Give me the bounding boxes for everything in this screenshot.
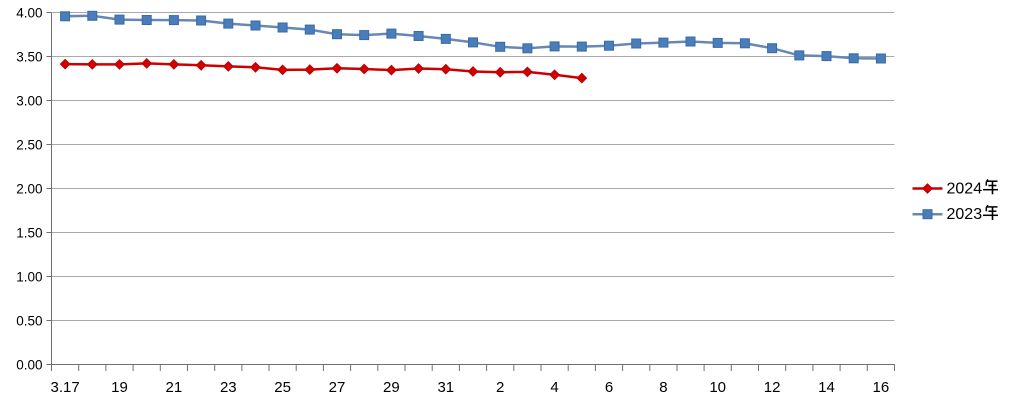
svg-text:12: 12 <box>764 379 781 396</box>
svg-text:19: 19 <box>111 379 128 396</box>
svg-text:14: 14 <box>818 379 835 396</box>
svg-text:3.00: 3.00 <box>16 93 42 108</box>
svg-text:1.50: 1.50 <box>16 225 42 240</box>
svg-text:2.50: 2.50 <box>16 137 42 152</box>
svg-text:3.50: 3.50 <box>16 49 42 64</box>
svg-text:4: 4 <box>550 379 558 396</box>
svg-text:31: 31 <box>437 379 454 396</box>
svg-text:4.00: 4.00 <box>16 5 42 20</box>
svg-text:25: 25 <box>274 379 291 396</box>
svg-text:23: 23 <box>220 379 237 396</box>
svg-text:3.17: 3.17 <box>50 379 79 396</box>
svg-text:8: 8 <box>659 379 667 396</box>
svg-text:29: 29 <box>383 379 400 396</box>
svg-text:21: 21 <box>166 379 183 396</box>
svg-text:0.00: 0.00 <box>16 357 42 372</box>
svg-text:1.00: 1.00 <box>16 269 42 284</box>
svg-text:10: 10 <box>709 379 726 396</box>
svg-text:16: 16 <box>873 379 890 396</box>
svg-text:2024: 2024 <box>947 181 983 198</box>
svg-text:2023: 2023 <box>947 206 983 223</box>
svg-text:27: 27 <box>329 379 346 396</box>
svg-text:0.50: 0.50 <box>16 313 42 328</box>
svg-text:6: 6 <box>605 379 613 396</box>
svg-text:2.00: 2.00 <box>16 181 42 196</box>
svg-text:2: 2 <box>496 379 504 396</box>
